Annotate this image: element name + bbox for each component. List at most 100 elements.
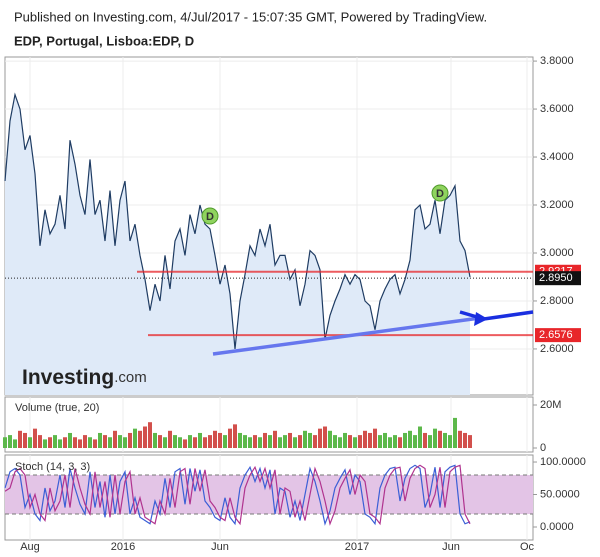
volume-bar: [378, 435, 382, 449]
volume-bar: [263, 432, 267, 449]
volume-bar: [43, 439, 47, 449]
x-tick-label: Jun: [442, 541, 460, 553]
volume-bar: [148, 422, 152, 449]
volume-bar: [28, 437, 32, 449]
volume-bar: [468, 435, 472, 449]
x-tick-label: 2016: [111, 541, 135, 553]
volume-bar: [173, 435, 177, 449]
price-line: [4, 92, 471, 349]
volume-bar: [138, 430, 142, 449]
volume-bar: [383, 432, 387, 449]
volume-bar: [313, 435, 317, 449]
volume-bar: [93, 439, 97, 449]
arrow-head: [474, 312, 488, 326]
volume-bar: [398, 437, 402, 449]
volume-bar: [133, 428, 137, 449]
volume-bar: [423, 432, 427, 449]
volume-bar: [108, 437, 112, 449]
volume-bar: [298, 435, 302, 449]
volume-bar: [203, 437, 207, 449]
price-label-box: [535, 328, 581, 343]
volume-bar: [248, 437, 252, 449]
volume-bar: [103, 435, 107, 449]
x-tick-label: Jun: [211, 541, 229, 553]
volume-bar: [113, 430, 117, 449]
volume-bar: [323, 426, 327, 449]
volume-bar: [258, 437, 262, 449]
volume-bar: [458, 430, 462, 449]
volume-bar: [118, 435, 122, 449]
volume-bar: [428, 435, 432, 449]
volume-bar: [253, 435, 257, 449]
y-tick-label: 100.0000: [540, 456, 586, 468]
volume-bar: [388, 437, 392, 449]
volume-bar: [83, 435, 87, 449]
volume-bar: [268, 435, 272, 449]
volume-bar: [98, 432, 102, 449]
volume-bar: [293, 437, 297, 449]
volume-bar: [363, 430, 367, 449]
volume-bar: [448, 435, 452, 449]
volume-bar: [88, 437, 92, 449]
volume-bar: [273, 430, 277, 449]
volume-bar: [463, 432, 467, 449]
volume-bar: [443, 432, 447, 449]
volume-bar: [163, 437, 167, 449]
watermark: Investing.com: [22, 366, 147, 389]
panel-title: Stoch (14, 3, 3): [15, 461, 90, 473]
volume-bar: [213, 430, 217, 449]
stoch-band: [5, 475, 533, 515]
volume-bar: [153, 432, 157, 449]
volume-bar: [183, 439, 187, 449]
volume-bar: [178, 437, 182, 449]
volume-bar: [8, 435, 12, 449]
y-tick-label: 50.0000: [540, 488, 580, 500]
volume-bar: [333, 435, 337, 449]
volume-bar: [343, 432, 347, 449]
volume-bar: [58, 439, 62, 449]
volume-bar: [338, 437, 342, 449]
volume-bar: [158, 435, 162, 449]
stoch-line: [4, 464, 471, 526]
volume-bar: [328, 430, 332, 449]
volume-bar: [308, 432, 312, 449]
volume-bar: [168, 430, 172, 449]
volume-bar: [218, 432, 222, 449]
volume-bar: [188, 435, 192, 449]
volume-bar: [433, 428, 437, 449]
y-tick-label: 20M: [540, 399, 561, 411]
last-price-box: [535, 271, 581, 286]
y-tick-label: 3.8000: [540, 55, 574, 67]
stoch-line: [4, 464, 471, 526]
volume-bar: [243, 435, 247, 449]
y-tick-label: 3.4000: [540, 151, 574, 163]
dividend-marker: [201, 207, 219, 225]
volume-bar: [438, 430, 442, 449]
volume-bar: [128, 432, 132, 449]
symbol-title: EDP, Portugal, Lisboa:EDP, D: [14, 33, 194, 48]
volume-bar: [53, 435, 57, 449]
y-tick-label: 2.8000: [540, 295, 574, 307]
published-note: Published on Investing.com, 4/Jul/2017 -…: [14, 9, 487, 24]
volume-bar: [18, 430, 22, 449]
volume-bar: [3, 437, 7, 449]
volume-bar: [373, 428, 377, 449]
volume-bar: [288, 432, 292, 449]
volume-bar: [318, 428, 322, 449]
price-label: 2.6576: [539, 329, 573, 341]
volume-bar: [38, 435, 42, 449]
volume-bar: [368, 432, 372, 449]
volume-bar: [63, 437, 67, 449]
y-tick-label: 0.0000: [540, 521, 574, 533]
volume-bar: [198, 432, 202, 449]
volume-bar: [413, 435, 417, 449]
price-area: [5, 94, 470, 395]
watermark-suffix: .com: [114, 369, 147, 386]
dividend-label: D: [436, 188, 444, 200]
volume-bar: [353, 437, 357, 449]
volume-bar: [123, 437, 127, 449]
volume-bar: [393, 435, 397, 449]
volume-bar: [73, 437, 77, 449]
y-tick-label: 0: [540, 442, 546, 454]
y-tick-label: 3.6000: [540, 103, 574, 115]
